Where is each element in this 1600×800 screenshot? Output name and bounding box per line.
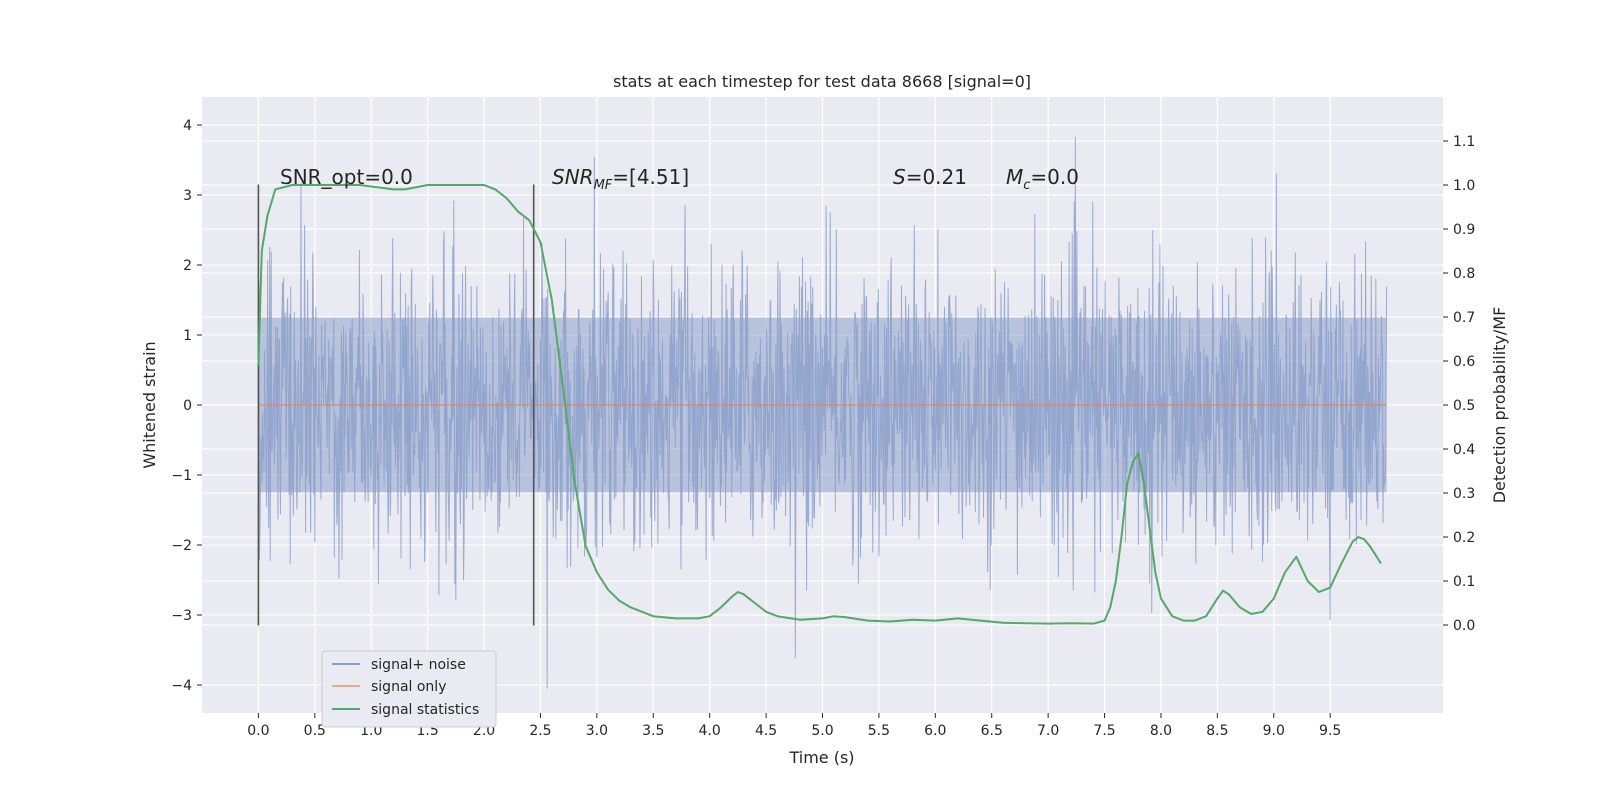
x-tick-label: 4.5 (755, 723, 777, 739)
annotation-mc: Mc=0.0 (1006, 165, 1079, 193)
y-tick-label: 4 (183, 118, 192, 134)
legend-label-signal-statistics: signal statistics (371, 702, 479, 718)
x-tick-label: 0.0 (247, 723, 269, 739)
y-right-tick-label: 0.0 (1453, 618, 1475, 634)
y-right-tick-label: 1.1 (1453, 134, 1475, 150)
y-tick-label: 2 (183, 258, 192, 274)
y-right-axis-label: Detection probability/MF (1490, 307, 1509, 504)
y-right-tick-label: 1.0 (1453, 178, 1475, 194)
x-tick-label: 6.5 (981, 723, 1003, 739)
y-right-tick-label: 0.8 (1453, 266, 1475, 282)
vertical-lines (257, 184, 535, 626)
signal-statistics-series (257, 184, 1382, 625)
x-tick-label: 4.0 (699, 723, 721, 739)
annotation-snr-opt: SNR_opt=0.0 (280, 165, 413, 189)
x-tick-label: 8.0 (1150, 723, 1172, 739)
signal-statistics-line (257, 184, 1382, 625)
y-right-tick-label: 0.7 (1453, 310, 1475, 326)
legend-label-signal-only: signal only (371, 679, 446, 695)
x-tick-label: 7.5 (1093, 723, 1115, 739)
legend-box (321, 650, 497, 728)
x-tick-label: 8.5 (1206, 723, 1228, 739)
x-tick-label: 6.0 (924, 723, 946, 739)
x-tick-label: 9.0 (1263, 723, 1285, 739)
annotation-snr-mf: SNRMF=[4.51] (552, 165, 689, 193)
y-tick-label: 3 (183, 188, 192, 204)
x-tick-label: 3.5 (642, 723, 664, 739)
chart-title: stats at each timestep for test data 866… (613, 72, 1031, 91)
x-axis-label: Time (s) (788, 748, 854, 767)
y-right-tick-label: 0.1 (1453, 574, 1475, 590)
x-tick-label: 5.5 (868, 723, 890, 739)
legend: signal+ noise signal only signal statist… (321, 650, 497, 728)
y-right-tick-label: 0.3 (1453, 486, 1475, 502)
x-tick-label: 2.5 (529, 723, 551, 739)
y-tick-label: −2 (171, 538, 192, 554)
legend-label-noise: signal+ noise (371, 657, 466, 673)
y-axis-label: Whitened strain (140, 341, 159, 468)
y-tick-label: 1 (183, 328, 192, 344)
y-tick-label: −1 (171, 468, 192, 484)
annotation-s: S=0.21 (893, 165, 967, 189)
y-right-tick-label: 0.5 (1453, 398, 1475, 414)
x-tick-label: 5.0 (811, 723, 833, 739)
y-right-tick-label: 0.6 (1453, 354, 1475, 370)
y-tick-label: 0 (183, 398, 192, 414)
y-right-tick-label: 0.2 (1453, 530, 1475, 546)
x-tick-label: 0.5 (304, 723, 326, 739)
y-tick-label: −4 (171, 678, 192, 694)
y-right-tick-label: 0.4 (1453, 442, 1475, 458)
y-right-tick-label: 0.9 (1453, 222, 1475, 238)
x-tick-label: 7.0 (1037, 723, 1059, 739)
x-tick-label: 3.0 (586, 723, 608, 739)
x-tick-label: 9.5 (1319, 723, 1341, 739)
tick-layer: 0.0 0.5 1.0 1.5 2.0 2.5 3.0 3.5 4.0 4.5 5.0 5.5 6.0 6… (171, 118, 1475, 739)
y-tick-label: −3 (171, 608, 192, 624)
